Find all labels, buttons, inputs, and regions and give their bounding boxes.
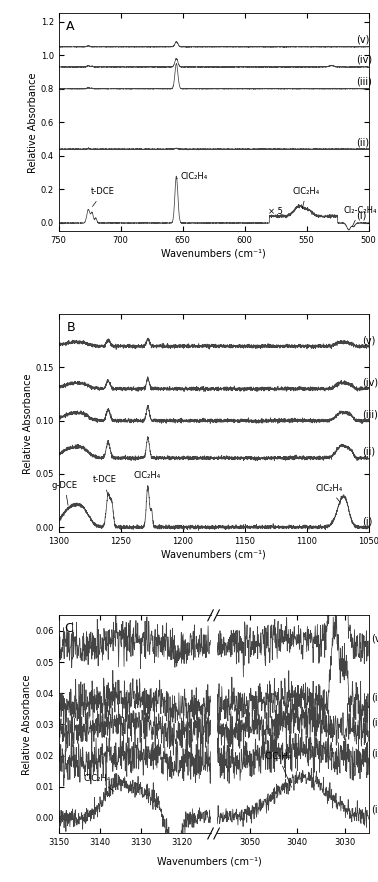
Text: Cl₂-C₂H₄: Cl₂-C₂H₄	[343, 206, 376, 227]
X-axis label: Wavenumbers (cm⁻¹): Wavenumbers (cm⁻¹)	[161, 248, 266, 258]
Text: (iv): (iv)	[356, 55, 372, 65]
Text: ClC₂H₄: ClC₂H₄	[83, 774, 114, 791]
Text: (i): (i)	[363, 516, 373, 526]
Text: ClC₂H₄: ClC₂H₄	[315, 484, 342, 502]
Text: ClC₂H₄: ClC₂H₄	[133, 471, 160, 486]
Text: t-DCE: t-DCE	[93, 475, 116, 495]
Text: ClC₂H₄: ClC₂H₄	[293, 187, 320, 208]
Text: (iii): (iii)	[356, 77, 372, 86]
Text: ClC₂H₄: ClC₂H₄	[265, 751, 292, 788]
Text: (v): (v)	[371, 633, 378, 643]
Text: (i): (i)	[356, 211, 367, 221]
X-axis label: Wavenumbers (cm⁻¹): Wavenumbers (cm⁻¹)	[161, 549, 266, 559]
Text: A: A	[67, 19, 75, 33]
Text: (ii): (ii)	[356, 137, 369, 147]
Text: C: C	[65, 622, 73, 635]
Text: (i): (i)	[371, 804, 378, 815]
Text: (v): (v)	[363, 335, 376, 345]
Text: (iii): (iii)	[371, 718, 378, 728]
Y-axis label: Relative Absorbance: Relative Absorbance	[28, 72, 38, 173]
Text: (iv): (iv)	[363, 377, 378, 388]
Text: t-DCE: t-DCE	[91, 188, 115, 206]
Text: ClC₂H₄: ClC₂H₄	[177, 172, 208, 182]
Text: (v): (v)	[356, 34, 370, 45]
Y-axis label: Relative Absorbance: Relative Absorbance	[22, 674, 33, 774]
Y-axis label: Relative Absorbance: Relative Absorbance	[23, 373, 33, 474]
Text: (ii): (ii)	[363, 447, 375, 457]
Text: × 5: × 5	[268, 206, 283, 216]
Text: (iii): (iii)	[363, 409, 378, 420]
Text: (iv): (iv)	[371, 692, 378, 703]
Text: g-DCE: g-DCE	[52, 481, 78, 505]
Text: (ii): (ii)	[371, 749, 378, 759]
Text: Wavenumbers (cm⁻¹): Wavenumbers (cm⁻¹)	[157, 856, 262, 866]
Text: B: B	[67, 321, 75, 333]
